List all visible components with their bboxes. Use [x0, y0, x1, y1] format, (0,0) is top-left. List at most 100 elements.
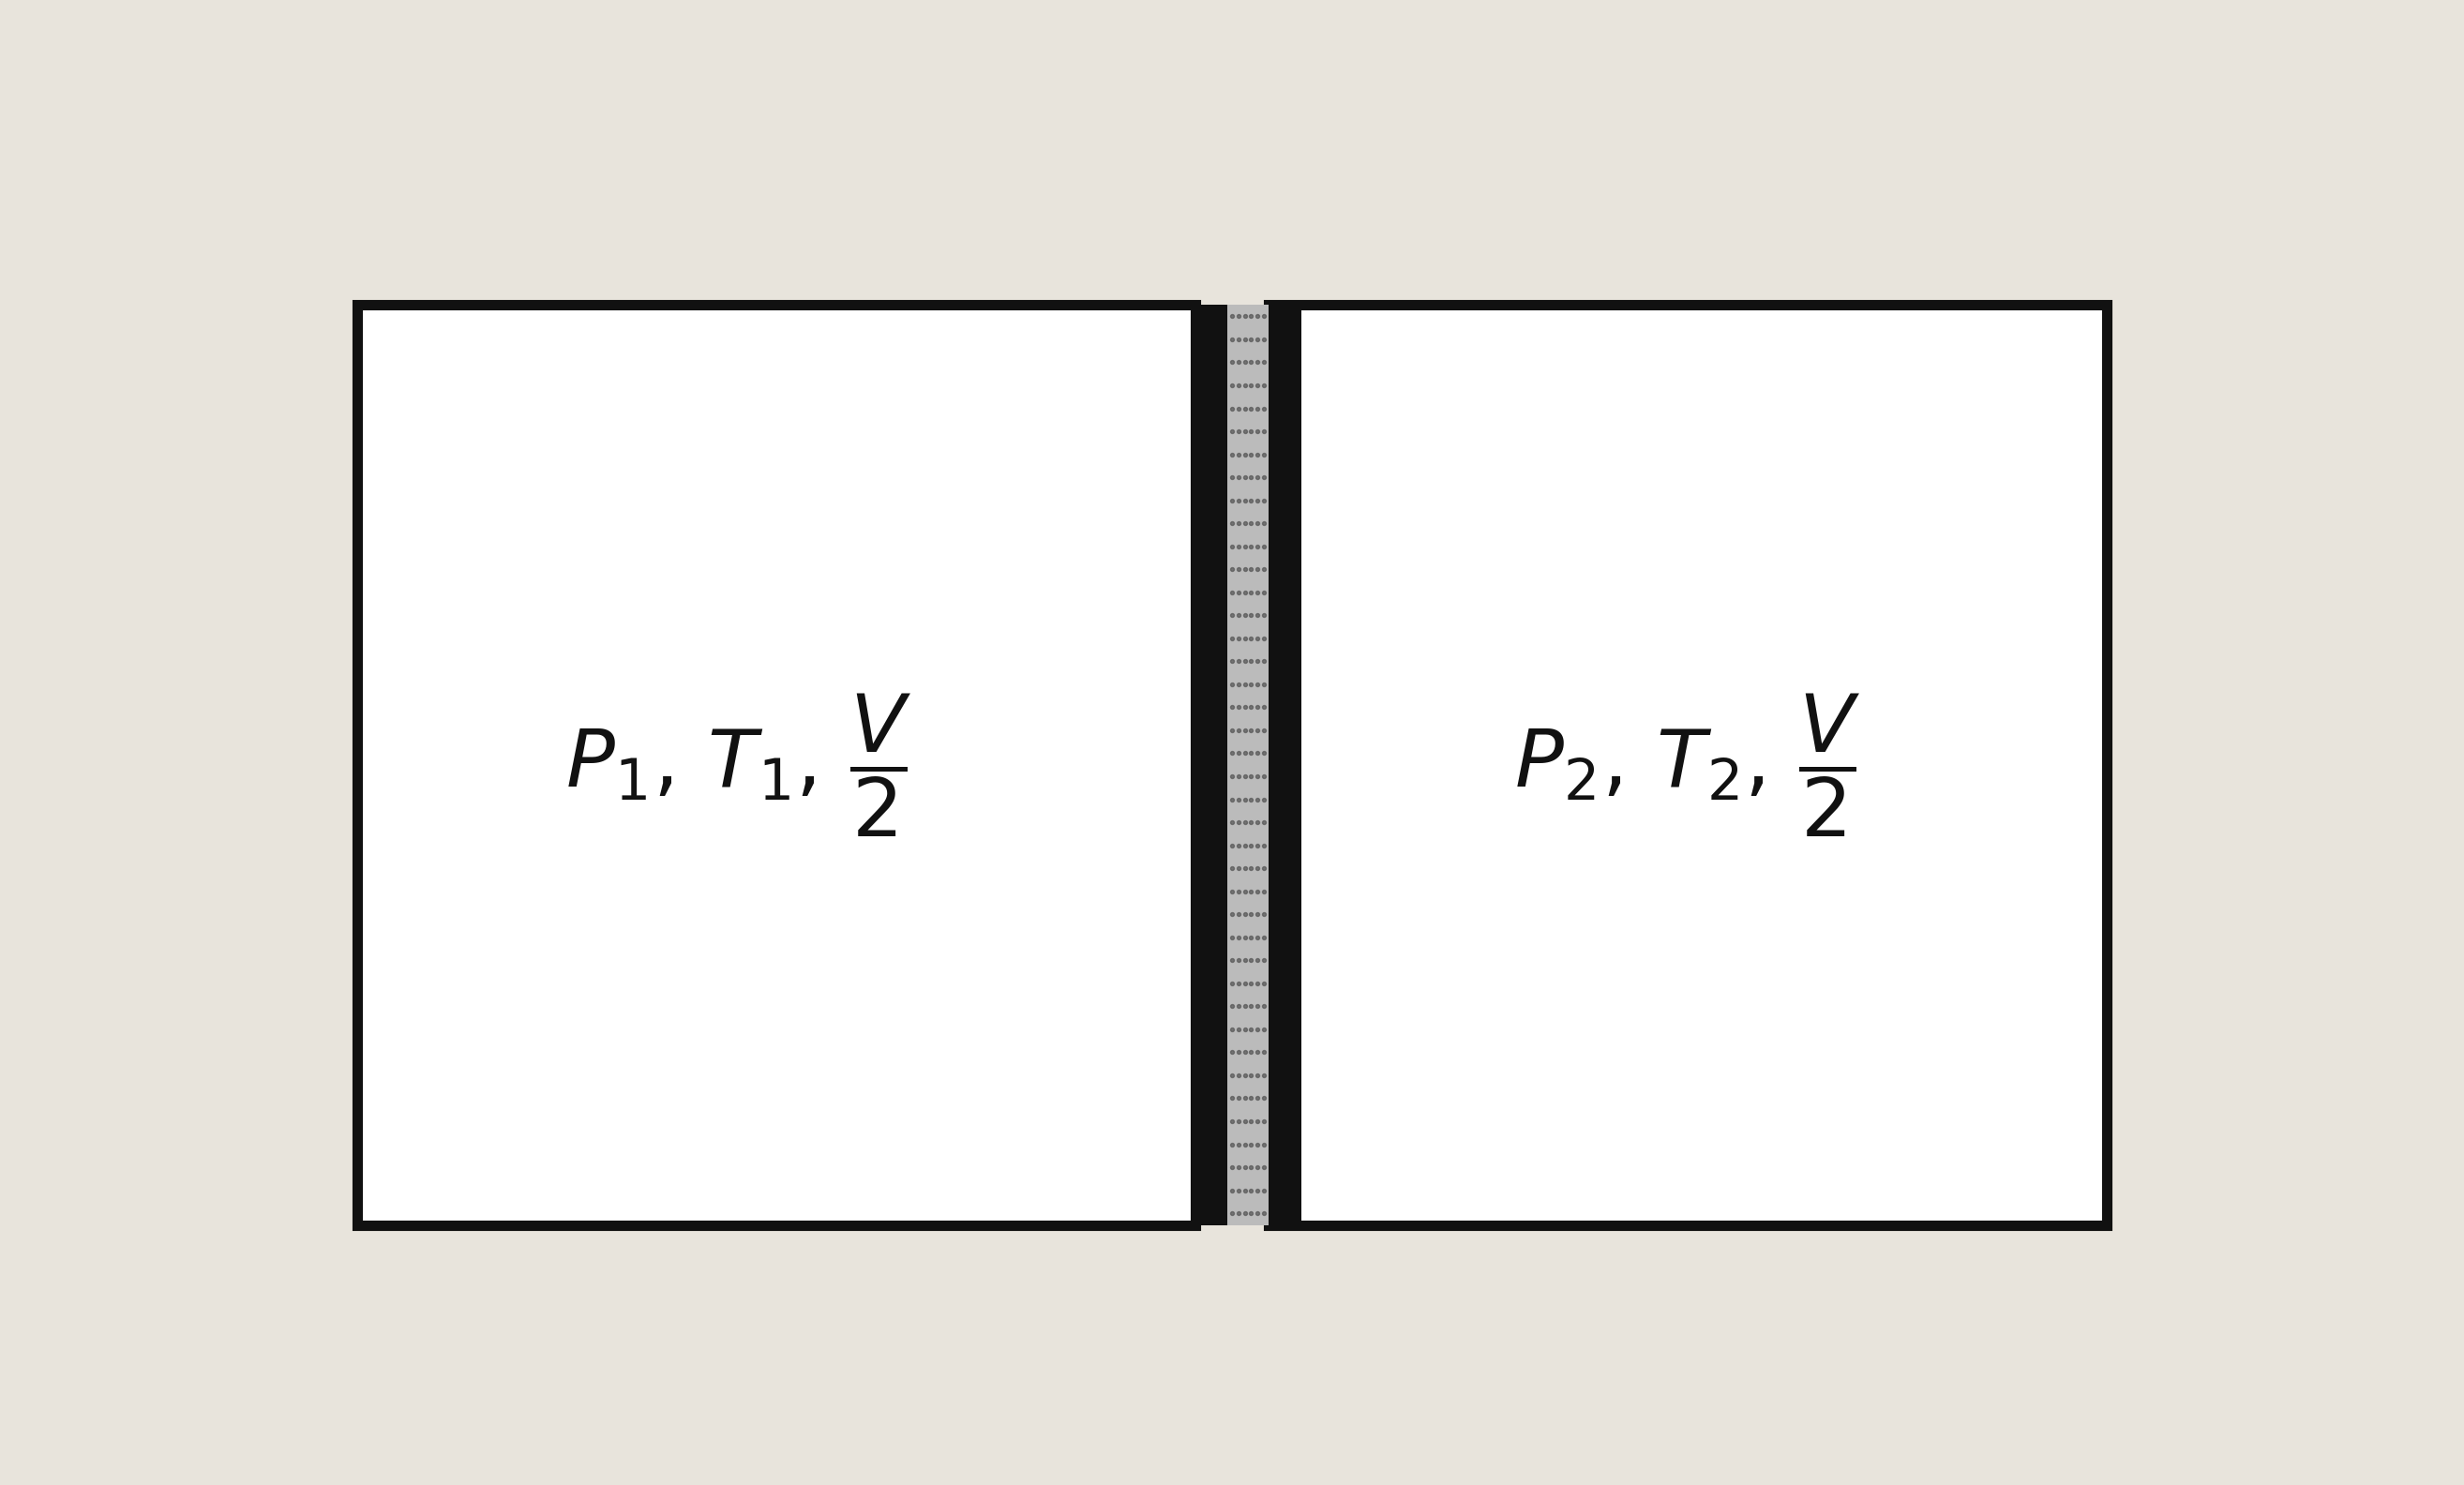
Point	[1212, 304, 1252, 328]
Point	[1225, 511, 1264, 535]
Point	[1225, 350, 1264, 374]
Point	[1232, 350, 1271, 374]
Point	[1212, 787, 1252, 811]
Point	[1244, 419, 1284, 443]
Point	[1244, 489, 1284, 512]
Point	[1220, 327, 1259, 350]
Point	[1212, 833, 1252, 857]
Point	[1232, 419, 1271, 443]
Point	[1212, 350, 1252, 374]
Point	[1237, 419, 1276, 443]
Point	[1225, 695, 1264, 719]
Point	[1220, 811, 1259, 835]
Point	[1237, 903, 1276, 927]
Point	[1225, 373, 1264, 396]
Point	[1237, 741, 1276, 765]
Point	[1212, 971, 1252, 995]
Point	[1212, 581, 1252, 604]
Point	[1244, 304, 1284, 328]
Point	[1232, 1041, 1271, 1065]
Point	[1237, 1017, 1276, 1041]
Point	[1220, 1201, 1259, 1225]
Point	[1225, 396, 1264, 420]
Point	[1244, 995, 1284, 1019]
Point	[1212, 1155, 1252, 1179]
Point	[1212, 535, 1252, 558]
Point	[1232, 833, 1271, 857]
Point	[1212, 396, 1252, 420]
Point	[1220, 741, 1259, 765]
Point	[1244, 1041, 1284, 1065]
Point	[1212, 1087, 1252, 1111]
Point	[1237, 511, 1276, 535]
Point	[1220, 304, 1259, 328]
Point	[1244, 971, 1284, 995]
Point	[1232, 695, 1271, 719]
Point	[1244, 350, 1284, 374]
Point	[1212, 879, 1252, 903]
Point	[1244, 695, 1284, 719]
Point	[1212, 949, 1252, 973]
Point	[1232, 995, 1271, 1019]
Point	[1225, 465, 1264, 489]
Point	[1220, 1133, 1259, 1157]
Point	[1212, 649, 1252, 673]
Point	[1244, 1087, 1284, 1111]
Point	[1232, 627, 1271, 650]
Point	[1244, 1179, 1284, 1203]
Point	[1237, 535, 1276, 558]
Point	[1244, 673, 1284, 696]
Point	[1237, 879, 1276, 903]
Text: $\boldsymbol{\mathit{P}}_{2},\,\boldsymbol{\mathit{T}}_{2},\,\dfrac{V}{2}$: $\boldsymbol{\mathit{P}}_{2},\,\boldsymb…	[1515, 691, 1860, 839]
Point	[1237, 373, 1276, 396]
Point	[1220, 535, 1259, 558]
Point	[1212, 465, 1252, 489]
Point	[1212, 673, 1252, 696]
Point	[1244, 787, 1284, 811]
Point	[1237, 443, 1276, 466]
Point	[1244, 649, 1284, 673]
Point	[1225, 719, 1264, 742]
Point	[1220, 581, 1259, 604]
Point	[1232, 465, 1271, 489]
Point	[1232, 765, 1271, 789]
Bar	[1195, 304, 1227, 1225]
Point	[1212, 557, 1252, 581]
Point	[1232, 535, 1271, 558]
Point	[1232, 511, 1271, 535]
Point	[1225, 857, 1264, 881]
Point	[1212, 1063, 1252, 1087]
Point	[1220, 557, 1259, 581]
Point	[1220, 350, 1259, 374]
Point	[1212, 719, 1252, 742]
Point	[1237, 925, 1276, 949]
Point	[1220, 995, 1259, 1019]
Point	[1225, 603, 1264, 627]
Point	[1237, 1063, 1276, 1087]
Point	[1232, 1087, 1271, 1111]
Point	[1225, 811, 1264, 835]
Point	[1220, 419, 1259, 443]
Point	[1225, 1109, 1264, 1133]
Text: $\boldsymbol{\mathit{P}}_{1},\,\boldsymbol{\mathit{T}}_{1},\,\dfrac{V}{2}$: $\boldsymbol{\mathit{P}}_{1},\,\boldsymb…	[567, 691, 912, 839]
Point	[1232, 857, 1271, 881]
Point	[1244, 741, 1284, 765]
Point	[1225, 419, 1264, 443]
Point	[1237, 719, 1276, 742]
Point	[1237, 833, 1276, 857]
Point	[1212, 1201, 1252, 1225]
Point	[1232, 1109, 1271, 1133]
Point	[1220, 373, 1259, 396]
Point	[1220, 695, 1259, 719]
Point	[1220, 857, 1259, 881]
Point	[1225, 304, 1264, 328]
Point	[1212, 857, 1252, 881]
Point	[1225, 557, 1264, 581]
Point	[1225, 649, 1264, 673]
Point	[1244, 327, 1284, 350]
Point	[1220, 765, 1259, 789]
Point	[1237, 1041, 1276, 1065]
Bar	[1269, 304, 2107, 1225]
Point	[1237, 649, 1276, 673]
Point	[1237, 765, 1276, 789]
